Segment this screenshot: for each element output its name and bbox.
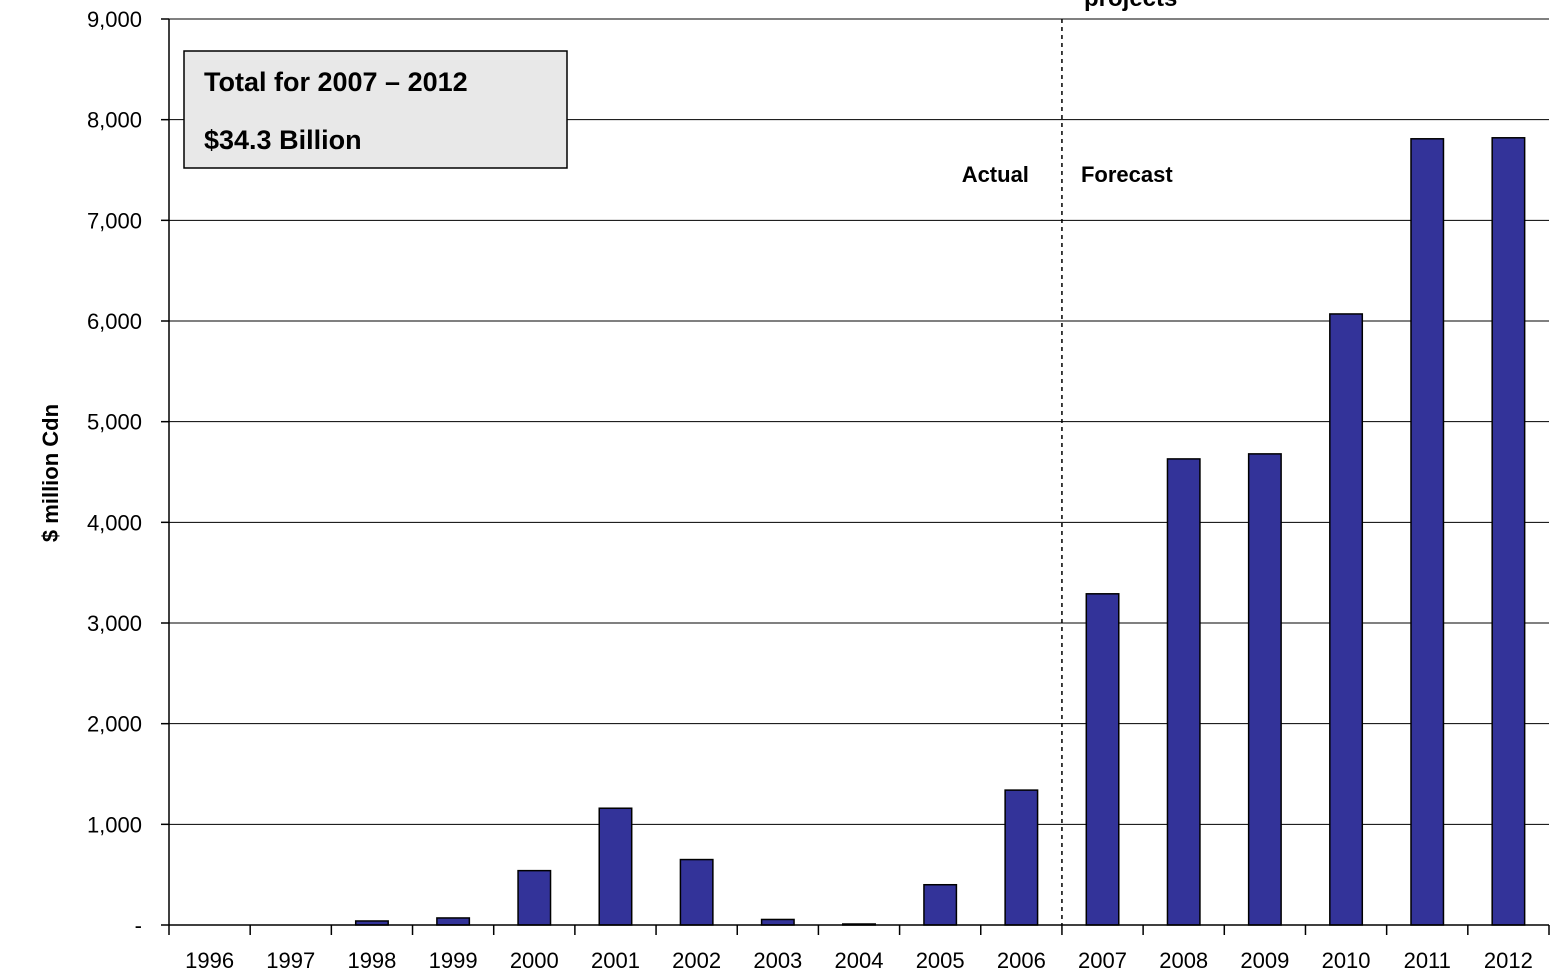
x-tick-label-2009: 2009 <box>1240 948 1289 973</box>
x-tick-label-2010: 2010 <box>1322 948 1371 973</box>
y-tick-label-6: 6,000 <box>87 309 142 334</box>
bar-2008 <box>1166 458 1201 926</box>
y-axis-label: $ million Cdn <box>38 404 63 542</box>
x-tick-label-1997: 1997 <box>266 948 315 973</box>
bar-2005 <box>923 883 958 926</box>
gridlines <box>169 18 1549 825</box>
total-annotation-line2: $34.3 Billion <box>204 125 362 155</box>
x-tick-label-2012: 2012 <box>1484 948 1533 973</box>
y-tick-label-8: 8,000 <box>87 108 142 133</box>
bar-2003 <box>760 918 795 926</box>
axes <box>161 18 1550 935</box>
total-annotation-line1: Total for 2007 – 2012 <box>204 67 468 97</box>
x-tick-label-2005: 2005 <box>916 948 965 973</box>
bar-2006 <box>1004 789 1039 926</box>
x-tick-label-1998: 1998 <box>347 948 396 973</box>
y-tick-label-9: 9,000 <box>87 7 142 32</box>
x-tick-label-2002: 2002 <box>672 948 721 973</box>
y-tick-label-3: 3,000 <box>87 611 142 636</box>
bar-2007 <box>1085 593 1120 926</box>
x-tick-label-1996: 1996 <box>185 948 234 973</box>
x-tick-label-2001: 2001 <box>591 948 640 973</box>
x-tick-label-2003: 2003 <box>753 948 802 973</box>
x-tick-label-2006: 2006 <box>997 948 1046 973</box>
y-tick-label-0: - <box>135 913 142 938</box>
total-annotation-box-bg <box>183 50 568 169</box>
chart-title-fragment: projects <box>1084 0 1177 12</box>
y-tick-label-1: 1,000 <box>87 812 142 837</box>
bar-2009 <box>1247 453 1282 926</box>
x-tick-label-2000: 2000 <box>510 948 559 973</box>
x-tick-label-2011: 2011 <box>1404 948 1451 973</box>
bar-1999 <box>436 917 471 926</box>
bars <box>354 137 1526 926</box>
bar-2002 <box>679 858 714 926</box>
x-tick-label-1999: 1999 <box>429 948 478 973</box>
bar-2010 <box>1329 313 1364 926</box>
y-tick-label-2: 2,000 <box>87 712 142 737</box>
forecast-label: Forecast <box>1081 162 1173 187</box>
x-tick-label-2008: 2008 <box>1159 948 1208 973</box>
bar-2012 <box>1491 137 1526 926</box>
y-tick-label-7: 7,000 <box>87 208 142 233</box>
x-tick-labels: 1996 1997 1998 1999 2000 2001 2002 2003 2004 2005… <box>185 948 1533 973</box>
total-annotation-box: Total for 2007 – 2012 $34.3 Billion <box>183 50 568 169</box>
y-tick-label-5: 5,000 <box>87 410 142 435</box>
y-tick-labels: - 1,000 2,000 3,000 4,000 5,000 6,000 7,000 8,00… <box>87 7 142 938</box>
x-tick-label-2007: 2007 <box>1078 948 1127 973</box>
bar-2001 <box>598 807 633 926</box>
x-tick-label-2004: 2004 <box>835 948 884 973</box>
actual-label: Actual <box>962 162 1029 187</box>
bar-2000 <box>517 869 552 926</box>
bar-2011 <box>1410 138 1445 926</box>
y-tick-label-4: 4,000 <box>87 510 142 535</box>
